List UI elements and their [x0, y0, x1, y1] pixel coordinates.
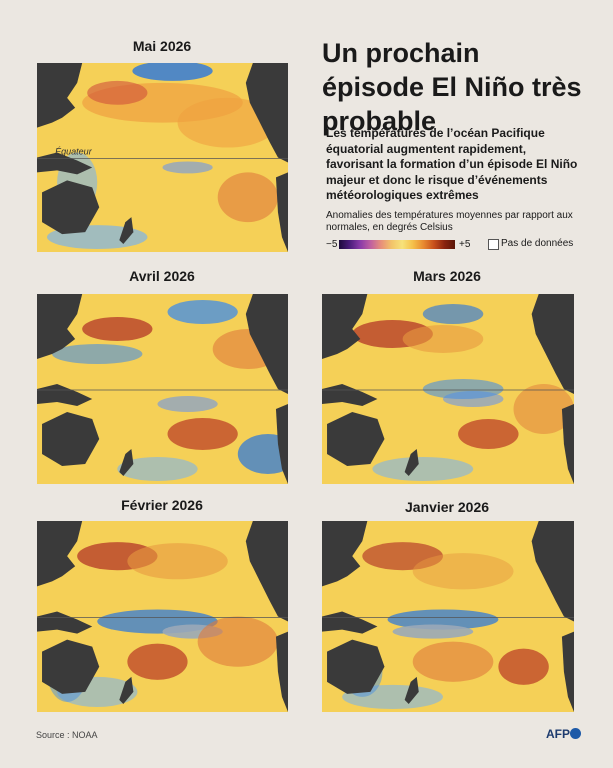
map-fevrier-2026 — [37, 521, 288, 712]
map-mars-2026 — [322, 294, 574, 484]
anomaly-patch — [498, 648, 549, 685]
legend-min: −5 — [326, 239, 338, 250]
anomaly-patch — [513, 384, 574, 434]
asia-landmass — [37, 294, 83, 359]
subtitle: Les températures de l’océan Pacifique éq… — [326, 126, 578, 202]
australia-landmass — [327, 412, 385, 466]
anomaly-patch — [197, 616, 278, 667]
anomaly-patch — [392, 624, 474, 639]
new-zealand-landmass — [404, 449, 419, 476]
new-zealand-landmass — [404, 676, 419, 704]
indonesia-landmass — [37, 152, 93, 175]
south-america-landmass — [275, 172, 288, 252]
north-america-landmass — [531, 294, 574, 394]
anomaly-patch — [177, 97, 278, 148]
new-zealand-landmass — [119, 217, 134, 245]
legend-label: Anomalies des températures moyennes par … — [326, 210, 573, 233]
no-data-label: Pas de données — [501, 238, 574, 249]
legend-max: +5 — [459, 239, 471, 250]
anomaly-patch — [412, 641, 494, 682]
south-america-landmass — [275, 631, 288, 712]
anomaly-patch — [82, 317, 153, 341]
south-america-landmass — [561, 631, 574, 712]
indonesia-landmass — [322, 611, 378, 634]
anomaly-patch — [402, 325, 484, 353]
indonesia-landmass — [322, 384, 378, 406]
north-america-landmass — [245, 521, 288, 622]
anomaly-patch — [117, 457, 198, 481]
asia-landmass — [322, 294, 368, 359]
anomaly-patch — [217, 172, 278, 223]
anomaly-patch — [127, 643, 188, 680]
anomaly-patch — [387, 609, 499, 630]
south-america-landmass — [275, 404, 288, 484]
anomaly-patch — [167, 300, 238, 324]
australia-landmass — [327, 639, 385, 694]
north-america-landmass — [245, 63, 288, 163]
anomaly-patch — [237, 434, 288, 474]
north-america-landmass — [245, 294, 288, 394]
indonesia-landmass — [37, 611, 93, 634]
indonesia-landmass — [37, 384, 93, 406]
map-janvier-2026 — [322, 521, 574, 712]
anomaly-patch — [422, 379, 504, 399]
no-data-swatch — [488, 239, 499, 250]
asia-landmass — [322, 521, 368, 587]
source: Source : NOAA — [36, 730, 98, 740]
anomaly-patch — [132, 63, 213, 81]
anomaly-patch — [52, 344, 143, 364]
anomaly-patch — [458, 419, 519, 449]
anomaly-patch — [157, 396, 218, 412]
new-zealand-landmass — [119, 449, 134, 476]
map-title-fevrier: Février 2026 — [121, 497, 203, 513]
headline: Un prochain épisode El Niño très probabl… — [322, 38, 582, 136]
anomaly-patch — [87, 80, 148, 105]
south-america-landmass — [561, 404, 574, 484]
map-avril-2026 — [37, 294, 288, 484]
anomaly-patch — [127, 543, 228, 580]
map-title-avril: Avril 2026 — [129, 268, 195, 284]
afp-logo-dot — [570, 728, 581, 739]
anomaly-patch — [167, 418, 238, 450]
legend-color-bar — [339, 240, 455, 249]
australia-landmass — [42, 639, 100, 694]
north-america-landmass — [531, 521, 574, 622]
new-zealand-landmass — [119, 676, 134, 704]
asia-landmass — [37, 63, 83, 128]
map-title-mars: Mars 2026 — [413, 268, 481, 284]
anomaly-patch — [422, 304, 484, 324]
asia-landmass — [37, 521, 83, 587]
anomaly-patch — [372, 457, 474, 481]
map-title-janvier: Janvier 2026 — [404, 499, 490, 515]
anomaly-patch — [162, 161, 213, 174]
anomaly-patch — [412, 553, 514, 590]
map-mai-2026: Équateur — [37, 63, 288, 252]
afp-logo: AFP — [546, 727, 570, 741]
australia-landmass — [42, 412, 100, 466]
map-title-mai: Mai 2026 — [132, 38, 192, 54]
australia-landmass — [42, 180, 100, 235]
equator-label: Équateur — [55, 147, 93, 157]
